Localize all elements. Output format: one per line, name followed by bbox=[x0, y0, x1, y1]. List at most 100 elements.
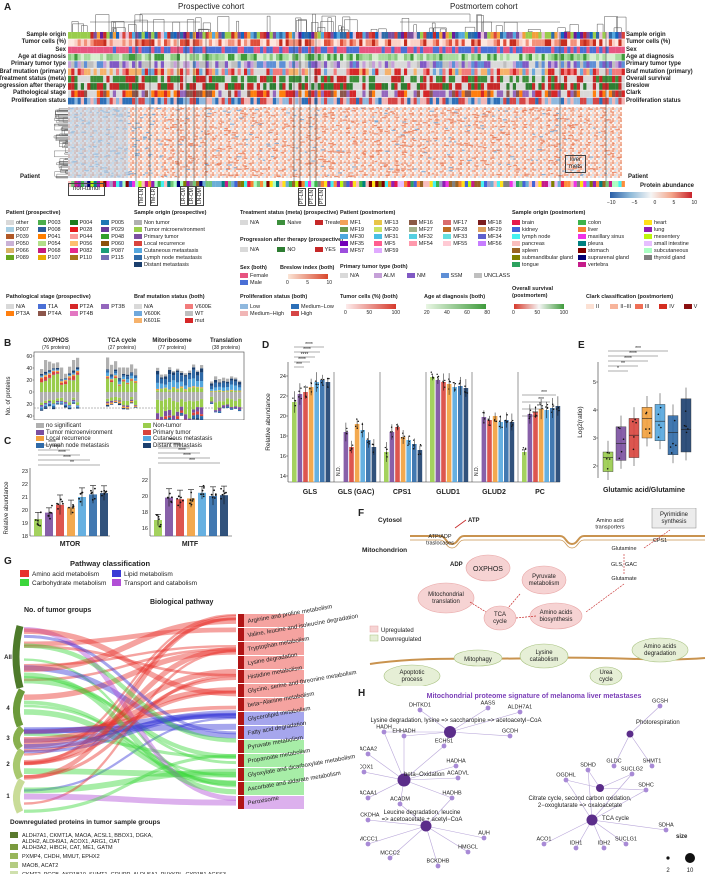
patient-cell bbox=[208, 181, 213, 187]
dendrogram-branch bbox=[72, 23, 85, 32]
b-bar-segment bbox=[196, 407, 200, 412]
heatmap-cell bbox=[244, 165, 248, 168]
annotation-cell bbox=[608, 32, 613, 39]
legend-swatch bbox=[291, 311, 299, 317]
b-bar-segment bbox=[226, 392, 230, 399]
annotation-cell bbox=[356, 90, 360, 98]
annotation-cell bbox=[292, 53, 296, 61]
annotation-cell bbox=[80, 75, 85, 83]
heatmap-cell bbox=[585, 144, 588, 146]
patient-cell bbox=[484, 181, 488, 187]
annotation-cell bbox=[349, 97, 353, 105]
annotation-cell bbox=[301, 83, 305, 90]
annotation-cell bbox=[586, 53, 590, 61]
b-bar-segment bbox=[106, 372, 110, 377]
heatmap-cell bbox=[427, 161, 430, 163]
annotation-cell bbox=[183, 39, 187, 46]
b-bar-segment bbox=[72, 402, 76, 404]
heatmap-cell bbox=[550, 129, 555, 131]
legend-swatch bbox=[36, 429, 44, 435]
annotation-cell bbox=[157, 61, 161, 68]
annotation-cell bbox=[170, 32, 174, 39]
heatmap-cell bbox=[166, 171, 169, 173]
h-hub bbox=[596, 784, 604, 792]
patient-cell bbox=[612, 181, 616, 187]
heatmap-cell bbox=[375, 151, 380, 153]
annotation-cell bbox=[346, 97, 350, 105]
heatmap-cell bbox=[248, 163, 252, 165]
row-dendrogram-branch bbox=[60, 169, 68, 173]
b-bar-segment bbox=[196, 411, 200, 415]
row-dendrogram-branch bbox=[61, 129, 68, 136]
annotation-cell bbox=[448, 83, 453, 90]
annotation-cell bbox=[247, 53, 251, 61]
annotation-cell bbox=[548, 90, 552, 98]
heatmap-cell bbox=[522, 109, 526, 112]
d-point bbox=[528, 413, 531, 416]
h-edge bbox=[613, 733, 631, 767]
annotation-cell bbox=[324, 90, 328, 98]
annotation-cell bbox=[602, 61, 606, 68]
annotation-cell bbox=[106, 46, 110, 54]
legend-patient-prospective: P007 bbox=[6, 227, 36, 234]
annotation-cell bbox=[68, 75, 72, 83]
heatmap-cell bbox=[504, 121, 507, 123]
annotation-cell bbox=[132, 32, 136, 39]
heatmap-cell bbox=[540, 139, 545, 141]
heatmap-cell bbox=[415, 128, 419, 131]
annotation-cell bbox=[404, 46, 408, 54]
heatmap-cell bbox=[166, 158, 170, 160]
annotation-cell bbox=[164, 61, 168, 68]
row-dendrogram-branch bbox=[58, 118, 68, 122]
panel-h-network: Mitochondrial proteome signature of mela… bbox=[360, 693, 695, 874]
annotation-cell bbox=[368, 68, 373, 76]
b-bar-segment bbox=[40, 378, 44, 383]
heatmap-cell bbox=[189, 157, 195, 159]
e-point bbox=[657, 413, 660, 416]
annotation-cell bbox=[404, 97, 408, 105]
annotation-cell bbox=[340, 90, 344, 98]
d-nd: N.D. bbox=[474, 466, 480, 476]
annotation-cell bbox=[439, 68, 443, 76]
b-bar-segment bbox=[40, 374, 44, 376]
annotation-cell bbox=[608, 53, 613, 61]
annotation-cell bbox=[461, 97, 465, 105]
annotation-cell bbox=[436, 83, 440, 90]
legend-treatment: Naive bbox=[277, 220, 312, 227]
legend-swatch bbox=[36, 423, 44, 428]
e-box bbox=[628, 418, 640, 458]
heatmap-cell bbox=[350, 120, 355, 122]
annotation-cell bbox=[519, 83, 523, 90]
annotation-cell bbox=[173, 75, 177, 83]
b-bar-segment bbox=[118, 378, 122, 380]
annotation-cell bbox=[141, 90, 145, 98]
heatmap-cell bbox=[523, 167, 527, 169]
g-pathway-bg bbox=[244, 740, 304, 753]
annotation-cell bbox=[71, 39, 75, 46]
patient-cell bbox=[244, 181, 248, 187]
patient-cell bbox=[100, 181, 104, 187]
b-legend-item: no significant bbox=[36, 423, 143, 430]
annotation-cell bbox=[580, 97, 584, 105]
b-bar-segment bbox=[234, 379, 238, 382]
annotation-cell bbox=[557, 46, 561, 54]
heatmap-cell bbox=[328, 167, 333, 169]
c-mtor-point bbox=[39, 511, 42, 514]
b-bar-segment bbox=[238, 384, 242, 388]
g-chord bbox=[23, 646, 237, 766]
annotation-cell bbox=[548, 68, 552, 76]
b-bar-segment bbox=[118, 403, 122, 406]
c-mitf-point bbox=[180, 496, 182, 499]
legend-patient-prospective: P008 bbox=[37, 227, 68, 234]
heatmap-cell bbox=[448, 170, 453, 172]
annotation-cell bbox=[167, 32, 171, 39]
annotation-cell bbox=[461, 53, 465, 61]
row-dendrogram-branch bbox=[65, 170, 68, 174]
annotation-cell bbox=[423, 46, 427, 54]
d-point bbox=[356, 427, 358, 429]
annotation-cell bbox=[320, 46, 325, 54]
b-bar-segment bbox=[64, 406, 68, 408]
b-bar-segment bbox=[56, 369, 60, 370]
annotation-cell bbox=[324, 75, 328, 83]
c-left-ytick: 20 bbox=[22, 508, 28, 514]
